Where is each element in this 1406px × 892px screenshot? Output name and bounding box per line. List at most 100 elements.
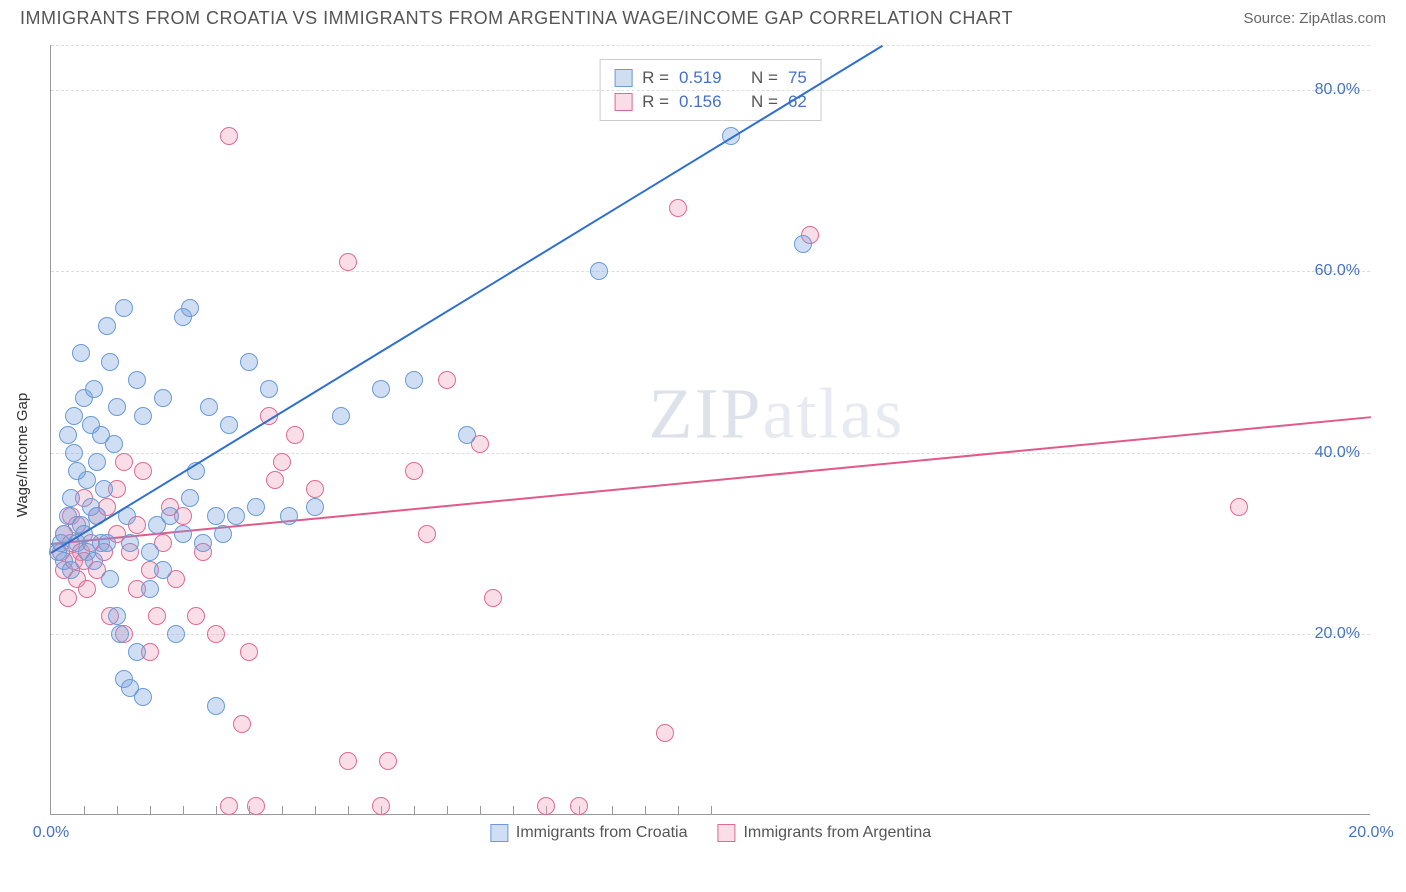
data-point-croatia <box>280 507 298 525</box>
data-point-argentina <box>339 752 357 770</box>
r-label: R = <box>642 92 669 112</box>
x-tick <box>480 806 481 814</box>
grid-line <box>51 453 1370 454</box>
data-point-argentina <box>306 480 324 498</box>
data-point-argentina <box>266 471 284 489</box>
data-point-croatia <box>128 643 146 661</box>
data-point-croatia <box>115 299 133 317</box>
x-tick <box>678 806 679 814</box>
y-tick-label: 80.0% <box>1315 81 1360 99</box>
n-label: N = <box>751 68 778 88</box>
data-point-croatia <box>590 262 608 280</box>
x-tick <box>183 806 184 814</box>
grid-line <box>51 271 1370 272</box>
data-point-croatia <box>161 507 179 525</box>
legend-label-argentina: Immigrants from Argentina <box>743 824 931 842</box>
n-value-croatia: 75 <box>788 68 807 88</box>
data-point-argentina <box>187 607 205 625</box>
data-point-croatia <box>95 480 113 498</box>
data-point-croatia <box>101 570 119 588</box>
x-tick <box>315 806 316 814</box>
data-point-argentina <box>134 462 152 480</box>
data-point-argentina <box>372 797 390 815</box>
swatch-argentina-icon <box>717 824 735 842</box>
data-point-croatia <box>108 398 126 416</box>
r-value-croatia: 0.519 <box>679 68 722 88</box>
x-tick <box>414 806 415 814</box>
data-point-croatia <box>372 380 390 398</box>
data-point-argentina <box>220 797 238 815</box>
data-point-croatia <box>306 498 324 516</box>
legend-item-argentina: Immigrants from Argentina <box>717 824 931 842</box>
trend-line-croatia <box>50 45 883 554</box>
data-point-croatia <box>62 489 80 507</box>
data-point-argentina <box>1230 498 1248 516</box>
chart-title: IMMIGRANTS FROM CROATIA VS IMMIGRANTS FR… <box>20 8 1013 29</box>
data-point-argentina <box>115 453 133 471</box>
data-point-argentina <box>78 580 96 598</box>
data-point-argentina <box>233 715 251 733</box>
data-point-argentina <box>247 797 265 815</box>
data-point-argentina <box>418 525 436 543</box>
r-label: R = <box>642 68 669 88</box>
data-point-croatia <box>405 371 423 389</box>
x-tick <box>282 806 283 814</box>
data-point-argentina <box>220 127 238 145</box>
data-point-croatia <box>214 525 232 543</box>
grid-line <box>51 45 1370 46</box>
data-point-argentina <box>669 199 687 217</box>
data-point-argentina <box>207 625 225 643</box>
data-point-argentina <box>240 643 258 661</box>
watermark-zip: ZIP <box>648 374 762 454</box>
x-tick <box>150 806 151 814</box>
data-point-croatia <box>247 498 265 516</box>
data-point-croatia <box>108 607 126 625</box>
data-point-croatia <box>181 299 199 317</box>
data-point-croatia <box>65 444 83 462</box>
data-point-croatia <box>121 534 139 552</box>
data-point-croatia <box>207 697 225 715</box>
data-point-argentina <box>273 453 291 471</box>
data-point-croatia <box>59 426 77 444</box>
data-point-croatia <box>85 380 103 398</box>
y-axis-label: Wage/Income Gap <box>14 393 31 518</box>
data-point-croatia <box>200 398 218 416</box>
y-tick-label: 60.0% <box>1315 262 1360 280</box>
x-tick-label: 20.0% <box>1348 824 1393 842</box>
x-tick <box>513 806 514 814</box>
chart-container: Wage/Income Gap ZIPatlas R = 0.519 N = 7… <box>0 35 1406 885</box>
swatch-argentina-icon <box>614 93 632 111</box>
data-point-croatia <box>101 353 119 371</box>
grid-line <box>51 90 1370 91</box>
data-point-croatia <box>154 561 172 579</box>
grid-line <box>51 634 1370 635</box>
data-point-croatia <box>794 235 812 253</box>
x-tick <box>348 806 349 814</box>
data-point-croatia <box>85 552 103 570</box>
x-tick <box>612 806 613 814</box>
data-point-croatia <box>78 471 96 489</box>
data-point-croatia <box>105 435 123 453</box>
y-tick-label: 40.0% <box>1315 444 1360 462</box>
data-point-croatia <box>458 426 476 444</box>
data-point-croatia <box>240 353 258 371</box>
data-point-croatia <box>128 371 146 389</box>
data-point-argentina <box>148 607 166 625</box>
legend-stats-row-croatia: R = 0.519 N = 75 <box>614 66 807 90</box>
data-point-argentina <box>59 589 77 607</box>
watermark: ZIPatlas <box>648 373 904 456</box>
x-tick <box>447 806 448 814</box>
swatch-croatia-icon <box>614 69 632 87</box>
legend-item-croatia: Immigrants from Croatia <box>490 824 688 842</box>
legend-label-croatia: Immigrants from Croatia <box>516 824 688 842</box>
data-point-argentina <box>484 589 502 607</box>
data-point-croatia <box>174 525 192 543</box>
data-point-croatia <box>62 561 80 579</box>
data-point-croatia <box>134 688 152 706</box>
x-tick <box>216 806 217 814</box>
n-label: N = <box>751 92 778 112</box>
data-point-croatia <box>141 580 159 598</box>
data-point-argentina <box>537 797 555 815</box>
data-point-croatia <box>154 389 172 407</box>
data-point-croatia <box>194 534 212 552</box>
